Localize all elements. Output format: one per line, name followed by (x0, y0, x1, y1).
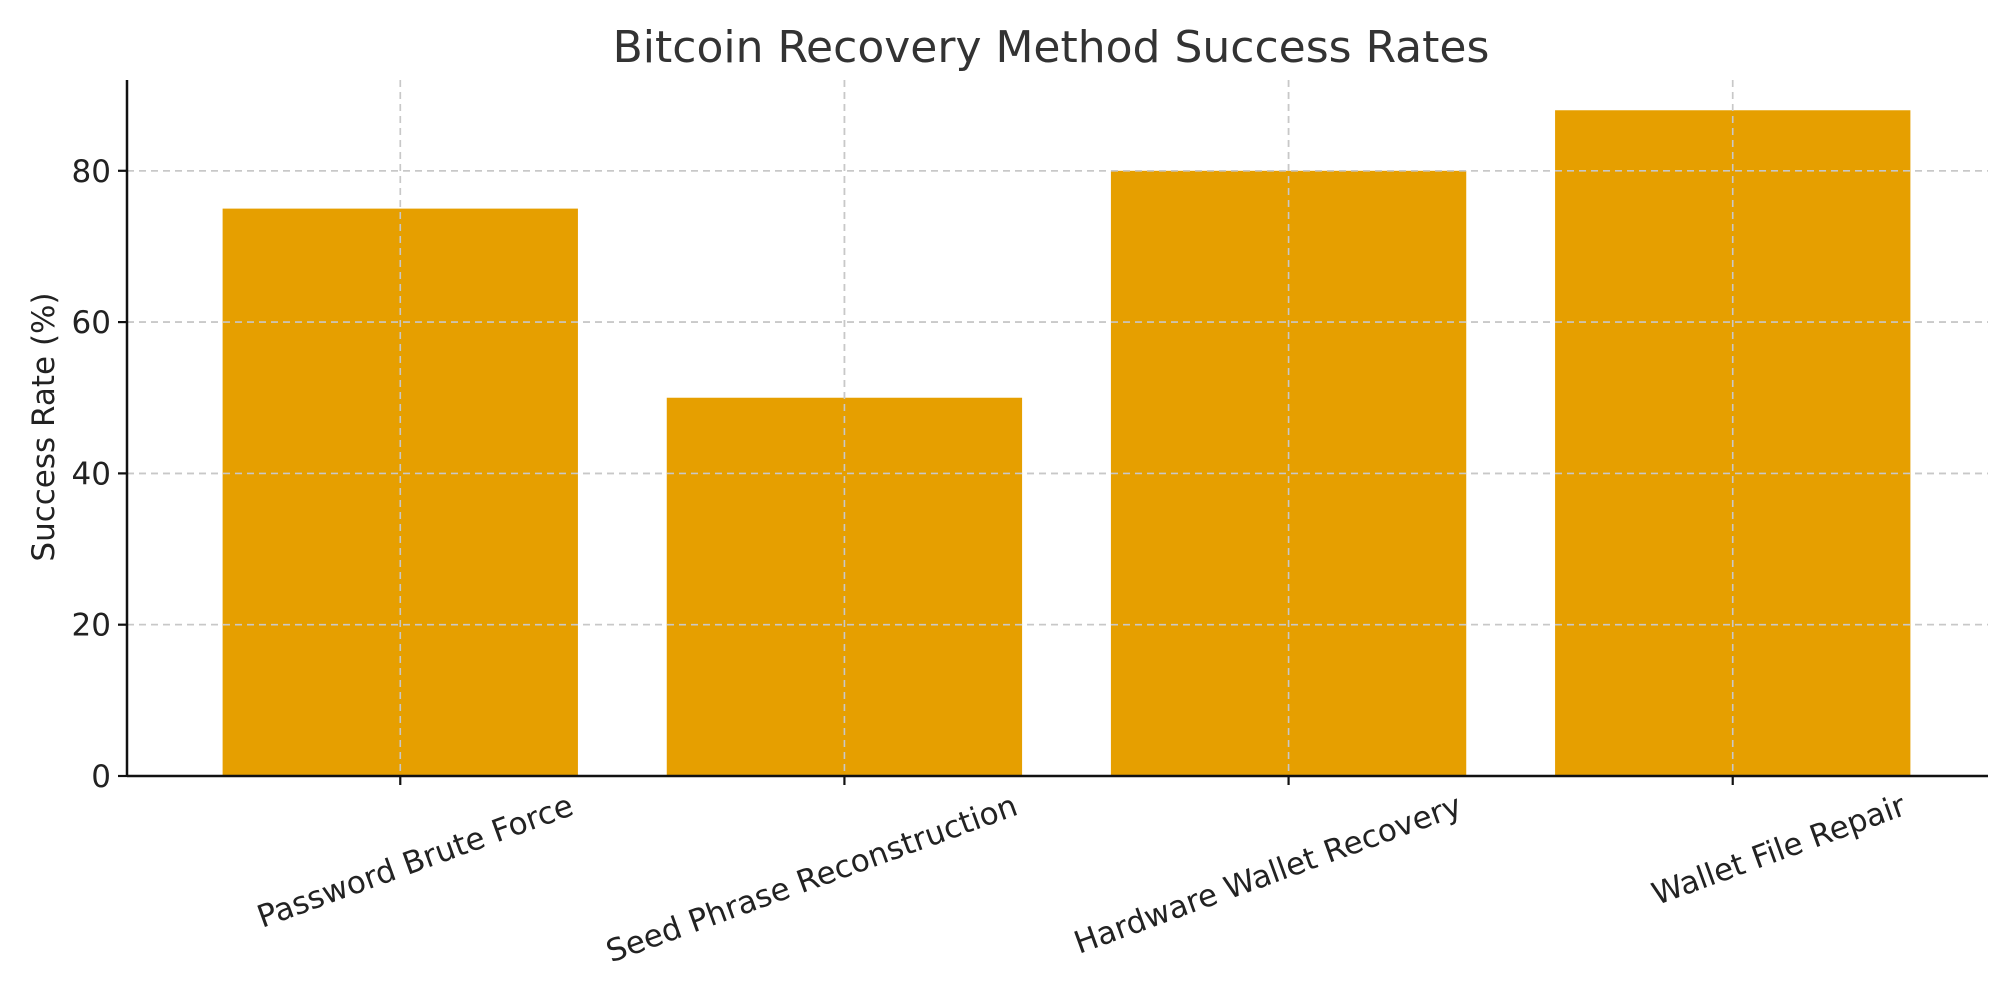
x-tick-label: Seed Phrase Reconstruction (602, 788, 1023, 970)
axes-layer (118, 80, 1988, 785)
x-tick-label: Wallet File Repair (1647, 788, 1910, 913)
bars-layer (127, 80, 1988, 777)
x-tick-label: Hardware Wallet Recovery (1069, 788, 1466, 962)
chart-title: Bitcoin Recovery Method Success Rates (613, 22, 1490, 73)
y-axis-label: Success Rate (%) (26, 292, 62, 561)
x-tick-label: Password Brute Force (253, 788, 578, 936)
y-tick-label: 0 (91, 759, 111, 795)
bar (1110, 170, 1467, 777)
y-tick-label: 80 (72, 154, 111, 190)
y-tick-label: 20 (72, 608, 111, 644)
y-tick-label: 60 (72, 305, 111, 341)
y-tick-label: 40 (72, 456, 111, 492)
